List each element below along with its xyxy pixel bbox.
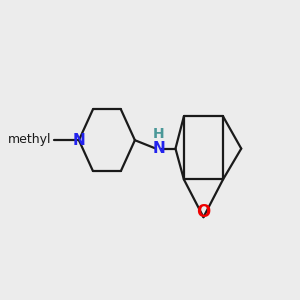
Text: N: N — [73, 133, 85, 148]
Text: N: N — [152, 141, 165, 156]
Text: H: H — [153, 127, 164, 141]
Text: methyl: methyl — [8, 133, 52, 146]
Text: O: O — [196, 203, 211, 221]
